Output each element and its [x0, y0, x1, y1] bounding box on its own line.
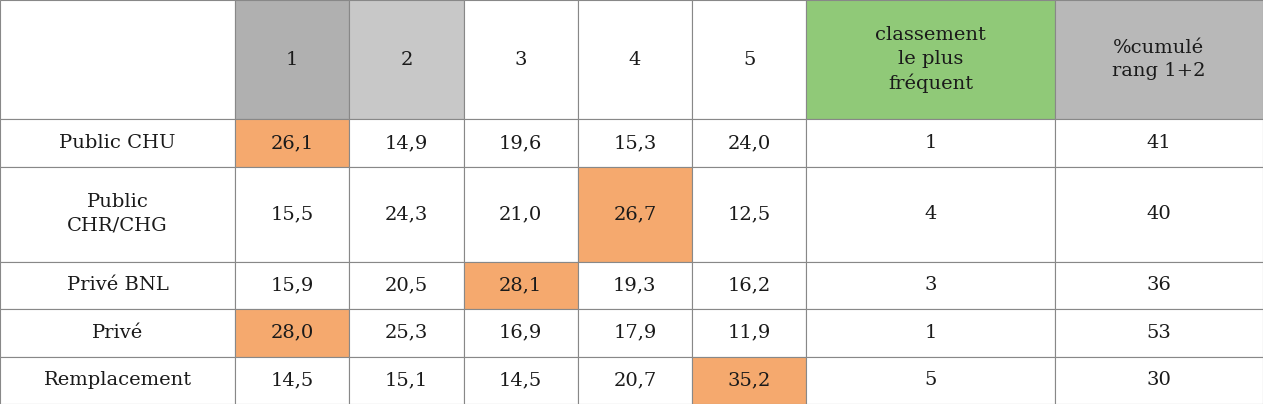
Bar: [1055, 262, 1263, 309]
Bar: [692, 166, 806, 262]
Text: 14,5: 14,5: [270, 371, 314, 389]
Text: 15,9: 15,9: [270, 276, 314, 295]
Text: 20,7: 20,7: [614, 371, 657, 389]
Text: classement
le plus
fréquent: classement le plus fréquent: [875, 26, 986, 93]
Bar: [235, 119, 350, 166]
Bar: [0, 119, 235, 166]
Text: Remplacement: Remplacement: [43, 371, 192, 389]
Text: %cumulé
rang 1+2: %cumulé rang 1+2: [1113, 39, 1206, 80]
Text: 4: 4: [925, 205, 937, 223]
Text: 28,1: 28,1: [499, 276, 542, 295]
Text: 3: 3: [925, 276, 937, 295]
Bar: [350, 356, 464, 404]
Bar: [577, 119, 692, 166]
Text: 24,0: 24,0: [727, 134, 770, 152]
Text: 41: 41: [1147, 134, 1171, 152]
Bar: [464, 166, 577, 262]
Bar: [1055, 356, 1263, 404]
Bar: [806, 166, 1055, 262]
Bar: [235, 356, 350, 404]
Text: 1: 1: [285, 50, 298, 69]
Bar: [0, 166, 235, 262]
Text: 1: 1: [925, 324, 937, 342]
Bar: [1055, 309, 1263, 356]
Bar: [0, 0, 235, 119]
Bar: [1055, 119, 1263, 166]
Bar: [235, 166, 350, 262]
Text: 21,0: 21,0: [499, 205, 542, 223]
Text: 3: 3: [514, 50, 527, 69]
Text: 30: 30: [1147, 371, 1171, 389]
Bar: [0, 309, 235, 356]
Bar: [692, 262, 806, 309]
Bar: [464, 262, 577, 309]
Bar: [235, 262, 350, 309]
Text: 26,7: 26,7: [614, 205, 657, 223]
Bar: [577, 309, 692, 356]
Bar: [350, 119, 464, 166]
Text: 36: 36: [1147, 276, 1171, 295]
Bar: [464, 309, 577, 356]
Bar: [464, 356, 577, 404]
Text: 2: 2: [400, 50, 413, 69]
Bar: [806, 0, 1055, 119]
Text: 5: 5: [925, 371, 937, 389]
Text: 15,3: 15,3: [613, 134, 657, 152]
Bar: [350, 309, 464, 356]
Bar: [806, 356, 1055, 404]
Bar: [1055, 0, 1263, 119]
Bar: [235, 309, 350, 356]
Bar: [806, 309, 1055, 356]
Text: 1: 1: [925, 134, 937, 152]
Bar: [464, 119, 577, 166]
Text: 53: 53: [1147, 324, 1171, 342]
Text: 20,5: 20,5: [385, 276, 428, 295]
Bar: [1055, 166, 1263, 262]
Bar: [577, 262, 692, 309]
Text: 15,5: 15,5: [270, 205, 314, 223]
Text: 14,9: 14,9: [385, 134, 428, 152]
Bar: [464, 0, 577, 119]
Text: 4: 4: [629, 50, 642, 69]
Bar: [235, 0, 350, 119]
Text: 19,6: 19,6: [499, 134, 542, 152]
Bar: [692, 119, 806, 166]
Text: 25,3: 25,3: [385, 324, 428, 342]
Bar: [0, 356, 235, 404]
Text: 40: 40: [1147, 205, 1171, 223]
Text: 17,9: 17,9: [613, 324, 657, 342]
Text: 5: 5: [743, 50, 755, 69]
Bar: [806, 119, 1055, 166]
Bar: [577, 356, 692, 404]
Text: 11,9: 11,9: [727, 324, 770, 342]
Text: Privé BNL: Privé BNL: [67, 276, 168, 295]
Bar: [350, 262, 464, 309]
Text: 19,3: 19,3: [613, 276, 657, 295]
Text: Public
CHR/CHG: Public CHR/CHG: [67, 194, 168, 235]
Text: 12,5: 12,5: [727, 205, 770, 223]
Bar: [692, 356, 806, 404]
Text: Public CHU: Public CHU: [59, 134, 176, 152]
Bar: [692, 0, 806, 119]
Text: 15,1: 15,1: [385, 371, 428, 389]
Text: 14,5: 14,5: [499, 371, 542, 389]
Text: 16,2: 16,2: [727, 276, 770, 295]
Bar: [577, 166, 692, 262]
Text: 28,0: 28,0: [270, 324, 314, 342]
Bar: [692, 309, 806, 356]
Bar: [806, 262, 1055, 309]
Text: 24,3: 24,3: [385, 205, 428, 223]
Bar: [577, 0, 692, 119]
Bar: [0, 262, 235, 309]
Bar: [350, 0, 464, 119]
Bar: [350, 166, 464, 262]
Text: 26,1: 26,1: [270, 134, 314, 152]
Text: 35,2: 35,2: [727, 371, 770, 389]
Text: 16,9: 16,9: [499, 324, 542, 342]
Text: Privé: Privé: [92, 324, 143, 342]
